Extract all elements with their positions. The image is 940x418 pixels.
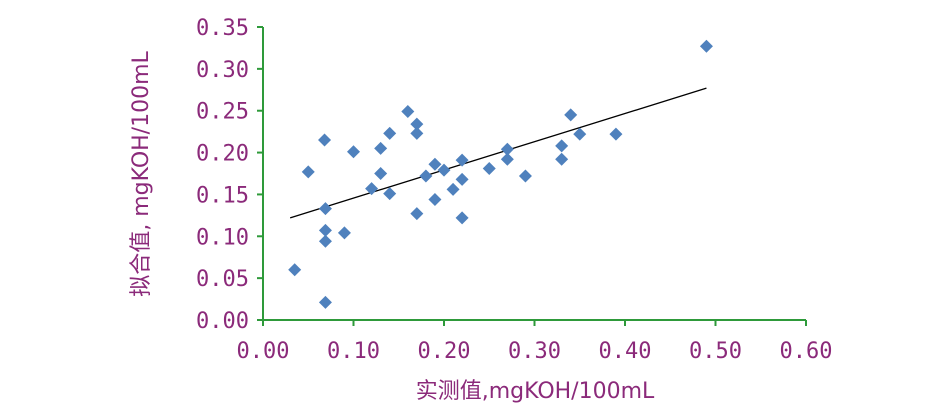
data-point: [318, 234, 332, 248]
trendline-group: [289, 87, 707, 219]
data-point: [573, 127, 587, 141]
y-tick-label: 0.35: [196, 16, 249, 41]
x-tick-label: 0.50: [689, 339, 742, 364]
y-axis-title: 拟合值, mgKOH/100mL: [129, 50, 154, 296]
data-point: [318, 223, 332, 237]
data-point: [446, 182, 460, 196]
data-point: [383, 187, 397, 201]
data-point: [318, 295, 332, 309]
data-point: [383, 126, 397, 140]
data-point: [482, 161, 496, 175]
y-tick-label: 0.25: [196, 100, 249, 125]
data-point: [518, 169, 532, 183]
data-point: [419, 169, 433, 183]
data-point: [374, 141, 388, 155]
data-point: [500, 142, 514, 156]
data-point: [410, 126, 424, 140]
data-point: [555, 152, 569, 166]
data-point: [365, 182, 379, 196]
data-point: [699, 39, 713, 53]
data-point: [318, 133, 332, 147]
data-point: [401, 105, 415, 119]
data-point: [410, 207, 424, 221]
x-tick-label: 0.20: [418, 339, 471, 364]
y-tick-label: 0.05: [196, 267, 249, 292]
y-axis-ticks: 0.00 0.05 0.10 0.15 0.20 0.25 0.30 0.35: [196, 16, 263, 334]
x-tick-label: 0.10: [327, 339, 380, 364]
data-point: [500, 152, 514, 166]
trendline: [289, 87, 707, 219]
y-tick-label: 0.00: [196, 309, 249, 334]
x-tick-label: 0.40: [599, 339, 652, 364]
x-axis-ticks: 0.00 0.10 0.20 0.30 0.40 0.50 0.60: [237, 320, 833, 364]
data-point: [555, 139, 569, 153]
data-point: [301, 165, 315, 179]
x-tick-label: 0.60: [780, 339, 833, 364]
data-point: [318, 202, 332, 216]
y-tick-label: 0.20: [196, 142, 249, 167]
data-point: [455, 211, 469, 225]
data-point: [347, 145, 360, 159]
data-point: [337, 226, 351, 240]
data-points: [288, 39, 713, 309]
data-point: [564, 108, 578, 122]
data-point: [374, 167, 388, 180]
data-point: [428, 157, 442, 171]
data-point: [437, 163, 451, 177]
data-point: [288, 263, 302, 277]
x-axis-title: 实测值,mgKOH/100mL: [416, 379, 655, 404]
y-tick-label: 0.15: [196, 183, 249, 208]
y-tick-label: 0.30: [196, 58, 249, 83]
data-point: [428, 192, 442, 206]
x-tick-label: 0.00: [237, 339, 290, 364]
data-point: [609, 127, 623, 141]
data-point: [455, 172, 469, 186]
axes: [262, 27, 806, 321]
data-point: [455, 153, 469, 167]
data-point: [410, 117, 424, 131]
y-tick-label: 0.10: [196, 225, 249, 250]
x-tick-label: 0.30: [508, 339, 561, 364]
